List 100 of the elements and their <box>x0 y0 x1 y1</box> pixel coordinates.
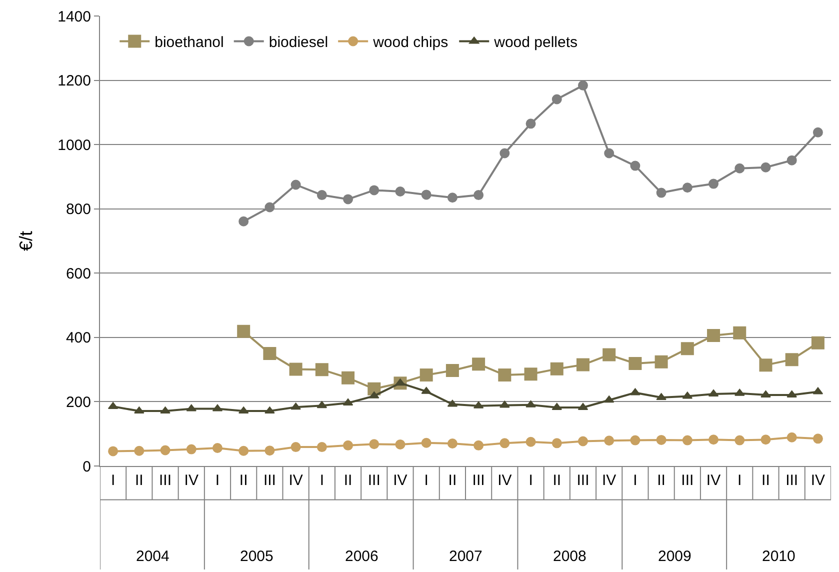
point <box>421 190 432 200</box>
point <box>786 390 797 398</box>
point <box>604 436 614 446</box>
point <box>760 162 771 172</box>
point <box>524 368 538 381</box>
point <box>811 336 824 350</box>
x-tick-label: III <box>576 472 590 489</box>
point <box>160 445 170 456</box>
point <box>734 163 745 174</box>
legend-label: biodiesel <box>268 34 328 52</box>
y-axis-title: €/t <box>16 230 36 252</box>
point <box>474 190 484 200</box>
point <box>812 127 823 138</box>
point <box>315 363 328 376</box>
point <box>263 347 276 360</box>
x-tick-label: II <box>448 472 457 489</box>
x-tick-label: I <box>528 472 533 489</box>
point <box>290 402 301 410</box>
point <box>708 178 719 189</box>
point <box>500 400 510 408</box>
point <box>343 194 354 204</box>
y-tick-label: 1200 <box>58 72 91 90</box>
point <box>786 155 797 166</box>
point <box>500 438 510 448</box>
x-tick-label: II <box>344 472 352 489</box>
point <box>290 180 301 190</box>
text: 2004 <box>136 548 170 565</box>
point <box>654 355 668 368</box>
point <box>682 435 692 446</box>
point <box>316 442 327 452</box>
y-tick-label: 0 <box>82 458 91 476</box>
point <box>238 216 249 226</box>
point <box>472 358 486 371</box>
point <box>656 434 666 445</box>
y-tick-label: 1400 <box>58 8 91 26</box>
y-tick-label: 800 <box>66 201 91 218</box>
point <box>264 406 275 414</box>
point <box>786 432 797 442</box>
x-tick-label: II <box>657 472 666 489</box>
point <box>446 364 459 378</box>
point <box>421 438 432 448</box>
point <box>550 362 564 376</box>
y-tick-label: 400 <box>66 330 91 347</box>
x-tick-label: III <box>472 472 485 489</box>
point <box>760 434 771 445</box>
point <box>708 434 719 445</box>
point <box>576 358 590 372</box>
point <box>630 435 640 446</box>
point <box>342 371 355 384</box>
x-tick-label: I <box>215 472 220 489</box>
text: 2007 <box>449 548 482 565</box>
point <box>474 440 484 450</box>
point <box>682 182 692 193</box>
x-tick-label: III <box>786 472 798 489</box>
point <box>552 438 562 448</box>
point <box>628 356 642 370</box>
x-tick-label: IV <box>288 472 303 489</box>
point <box>680 342 694 356</box>
x-tick-label: II <box>239 472 248 489</box>
x-tick-label: IV <box>810 472 826 489</box>
point <box>369 185 380 196</box>
text: 2006 <box>345 548 378 565</box>
x-tick-label: I <box>633 472 638 489</box>
point <box>186 404 196 412</box>
point <box>420 368 433 382</box>
text: 2009 <box>658 548 692 565</box>
x-tick-label: IV <box>706 472 721 489</box>
point <box>186 444 196 454</box>
x-tick-label: II <box>762 472 770 489</box>
x-tick-label: I <box>738 472 742 489</box>
text: 2008 <box>553 548 586 565</box>
x-tick-label: IV <box>498 472 512 489</box>
point <box>498 368 512 382</box>
point <box>395 439 406 450</box>
point <box>134 406 144 414</box>
y-tick-label: 1000 <box>58 136 91 154</box>
y-tick-label: 200 <box>66 394 91 411</box>
point <box>343 440 354 450</box>
point <box>578 80 588 90</box>
point <box>734 435 745 446</box>
x-tick-label: I <box>110 472 116 489</box>
point <box>630 160 640 171</box>
x-tick-label: III <box>263 472 276 489</box>
legend-label: wood pellets <box>493 34 578 52</box>
point <box>760 390 771 398</box>
point <box>604 148 614 158</box>
point <box>733 326 746 340</box>
legend-label: bioethanol <box>154 34 224 52</box>
point <box>447 192 458 203</box>
x-tick-label: II <box>552 472 562 489</box>
x-tick-label: II <box>134 472 144 489</box>
point <box>526 118 536 129</box>
point <box>160 406 170 414</box>
x-tick-label: IV <box>393 472 408 489</box>
point <box>238 446 249 456</box>
point <box>759 358 772 372</box>
point <box>264 446 275 456</box>
point <box>369 391 380 398</box>
point <box>134 446 144 456</box>
x-tick-label: III <box>368 472 380 489</box>
